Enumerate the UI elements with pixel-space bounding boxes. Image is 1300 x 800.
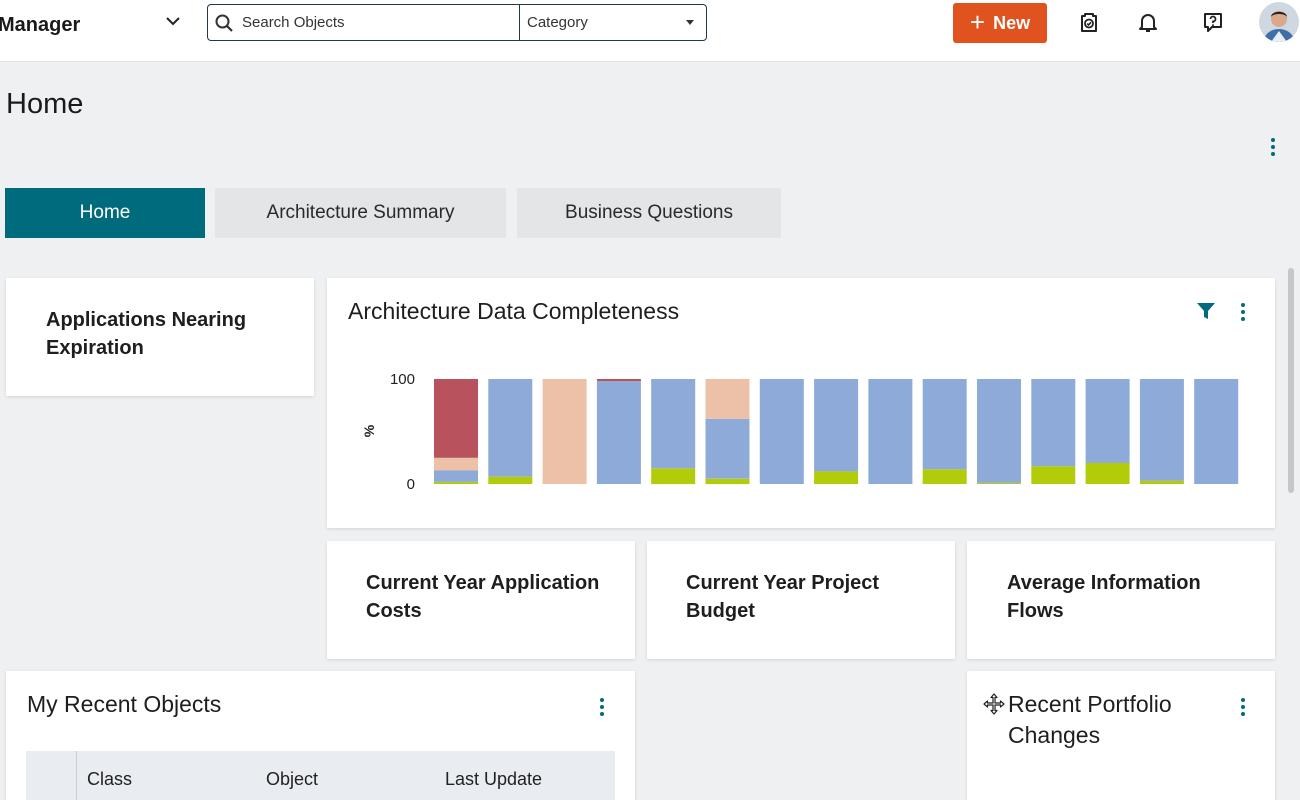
bar-segment[interactable]	[488, 379, 533, 477]
bar-segment[interactable]	[651, 468, 696, 485]
search-icon	[215, 14, 233, 32]
widget-title: Applications Nearing Expiration	[46, 309, 247, 359]
completeness-chart: % 0 100	[361, 371, 1239, 493]
bar-segment[interactable]	[814, 471, 859, 484]
more-vertical-icon[interactable]	[1237, 696, 1249, 718]
new-button[interactable]: + New	[953, 3, 1047, 43]
category-select-value: Category	[527, 14, 588, 31]
bar-segment[interactable]	[814, 379, 859, 472]
average-information-flows-widget: Average Information Flows	[967, 541, 1275, 659]
bar-segment[interactable]	[759, 379, 804, 484]
avatar[interactable]	[1259, 2, 1299, 42]
bell-icon[interactable]	[1136, 10, 1160, 34]
top-bar: Manager Category + New	[0, 0, 1300, 62]
more-vertical-icon[interactable]	[596, 696, 608, 718]
y-tick-label: 100	[390, 371, 415, 388]
page-title: Home	[6, 88, 84, 120]
bar-segment[interactable]	[1194, 379, 1239, 484]
widget-title: My Recent Objects	[27, 691, 222, 717]
column-header-last-update[interactable]: Last Update	[445, 769, 543, 789]
current-year-application-costs-widget: Current Year Application Costs	[327, 541, 635, 659]
bar-segment[interactable]	[434, 470, 478, 482]
column-header-object[interactable]: Object	[266, 769, 319, 789]
table-header: Class Object Last Update	[26, 751, 615, 800]
bar-segment[interactable]	[651, 379, 696, 469]
architecture-data-completeness-widget: Architecture Data Completeness % 0 100	[327, 278, 1275, 528]
bar-segment[interactable]	[488, 476, 533, 484]
category-select[interactable]: Category	[520, 5, 706, 40]
bar-segment[interactable]	[1139, 480, 1184, 484]
bar-segment[interactable]	[1085, 379, 1130, 463]
bar-segment[interactable]	[434, 481, 478, 484]
caret-down-icon	[686, 20, 694, 25]
bar-segment[interactable]	[922, 469, 967, 484]
more-vertical-icon[interactable]	[1263, 136, 1283, 160]
current-year-project-budget-widget: Current Year Project Budget	[647, 541, 955, 659]
bar-segment[interactable]	[1031, 466, 1076, 484]
chevron-down-icon[interactable]	[162, 10, 184, 32]
app-name: Manager	[0, 14, 81, 36]
bar-segment[interactable]	[434, 457, 478, 471]
tab-home[interactable]: Home	[5, 188, 205, 238]
clipboard-check-icon[interactable]	[1077, 10, 1101, 34]
bar-segment[interactable]	[1139, 379, 1184, 481]
search-input[interactable]	[242, 5, 512, 40]
more-vertical-icon[interactable]	[1237, 301, 1249, 323]
bar-segment[interactable]	[977, 379, 1021, 483]
tab-architecture-summary[interactable]: Architecture Summary	[215, 188, 506, 238]
y-tick-label: 0	[407, 476, 415, 493]
widget-title: Current Year Project Budget	[686, 572, 880, 622]
bar-segment[interactable]	[705, 478, 750, 485]
applications-nearing-expiration-widget: Applications Nearing Expiration	[6, 278, 314, 396]
new-button-label: New	[993, 12, 1031, 33]
widget-title: Recent Portfolio Changes	[1008, 691, 1172, 748]
bar-segment[interactable]	[868, 379, 913, 484]
widget-title: Average Information Flows	[1007, 572, 1201, 622]
my-recent-objects-widget: My Recent Objects Class Object Last Upda…	[6, 671, 635, 800]
bar-segment[interactable]	[977, 482, 1021, 484]
column-header-class[interactable]: Class	[87, 769, 133, 789]
scrollbar[interactable]	[1288, 268, 1294, 493]
widget-title: Current Year Application Costs	[366, 572, 600, 622]
bar-segment[interactable]	[1031, 379, 1076, 467]
bar-segment[interactable]	[1085, 463, 1130, 484]
bar-segment[interactable]	[705, 418, 750, 479]
widget-title: Architecture Data Completeness	[348, 298, 680, 324]
bar-segment[interactable]	[705, 379, 750, 419]
column-divider	[76, 751, 77, 800]
bar-segment[interactable]	[434, 379, 478, 458]
filter-icon[interactable]	[1195, 300, 1217, 322]
move-icon[interactable]	[983, 693, 1005, 715]
help-icon[interactable]	[1201, 10, 1225, 34]
y-axis-label: %	[361, 424, 377, 437]
search-box: Category	[207, 4, 707, 41]
tab-business-questions[interactable]: Business Questions	[517, 188, 781, 238]
recent-portfolio-changes-widget: Recent Portfolio Changes	[967, 671, 1275, 800]
bar-segment[interactable]	[596, 379, 641, 382]
bar-segment[interactable]	[542, 379, 587, 484]
plus-icon: +	[969, 6, 986, 37]
bar-segment[interactable]	[596, 381, 641, 484]
bar-segment[interactable]	[922, 379, 967, 470]
